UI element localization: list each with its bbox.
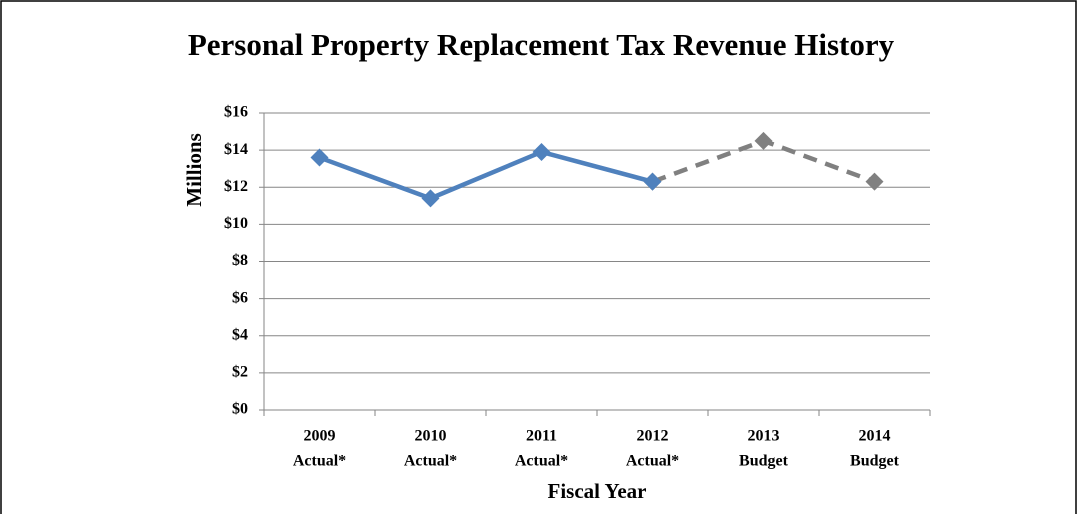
x-tick-label: 2012 — [637, 428, 669, 445]
x-tick-label: Actual* — [626, 453, 679, 470]
y-tick-label: $8 — [232, 252, 248, 269]
x-tick-label: Actual* — [293, 453, 346, 470]
data-point — [310, 148, 329, 167]
x-tick-label: 2009 — [304, 428, 336, 445]
data-point — [754, 131, 773, 150]
y-tick-label: $14 — [224, 141, 248, 158]
x-axis-label: Fiscal Year — [548, 479, 647, 503]
y-axis-label: Millions — [182, 133, 206, 207]
x-tick-label: Actual* — [404, 453, 457, 470]
data-point — [865, 172, 884, 191]
x-tick-label: 2010 — [415, 428, 447, 445]
data-point — [421, 189, 440, 208]
x-tick-label: Budget — [739, 453, 789, 470]
y-tick-label: $10 — [224, 215, 248, 232]
data-point — [643, 172, 662, 191]
y-tick-label: $12 — [224, 178, 248, 195]
y-tick-label: $16 — [224, 104, 248, 121]
x-tick-label: Actual* — [515, 453, 568, 470]
x-tick-label: 2014 — [859, 428, 891, 445]
x-tick-label: 2013 — [748, 428, 780, 445]
x-tick-label: 2011 — [526, 428, 557, 445]
chart-title: Personal Property Replacement Tax Revenu… — [188, 27, 895, 62]
y-tick-label: $4 — [232, 326, 248, 343]
data-point — [532, 142, 551, 161]
series-line — [318, 149, 654, 201]
y-tick-label: $6 — [232, 289, 248, 306]
y-tick-label: $2 — [232, 364, 248, 381]
x-tick-label: Budget — [850, 453, 900, 470]
y-tick-label: $0 — [232, 401, 248, 418]
